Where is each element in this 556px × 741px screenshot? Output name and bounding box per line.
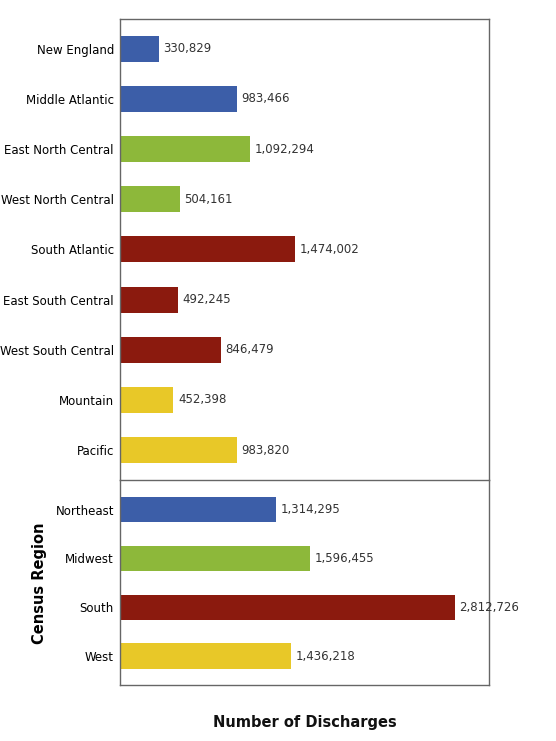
Bar [120,186,180,212]
Bar [120,387,173,413]
Bar [120,236,295,262]
Text: 1,474,002: 1,474,002 [300,243,360,256]
Y-axis label: Census Region: Census Region [32,522,47,644]
Text: 983,820: 983,820 [241,444,290,456]
Text: 983,466: 983,466 [241,93,290,105]
Bar [120,36,159,62]
Text: 1,092,294: 1,092,294 [254,142,314,156]
Text: 492,245: 492,245 [183,293,231,306]
Bar [120,437,237,463]
Text: 330,829: 330,829 [163,42,212,55]
Text: Number of Discharges: Number of Discharges [213,715,396,730]
Bar [120,496,276,522]
Text: 452,398: 452,398 [178,393,226,406]
Text: 504,161: 504,161 [184,193,232,206]
Text: 2,812,726: 2,812,726 [459,601,519,614]
Bar [120,594,455,620]
Bar [120,86,237,112]
Bar [120,545,310,571]
Text: 1,314,295: 1,314,295 [281,503,340,516]
Text: 1,436,218: 1,436,218 [295,650,355,662]
Bar [120,643,291,669]
Bar [120,136,250,162]
Text: 846,479: 846,479 [225,343,274,356]
Text: 1,596,455: 1,596,455 [314,552,374,565]
Bar [120,336,221,363]
Bar [120,287,178,313]
